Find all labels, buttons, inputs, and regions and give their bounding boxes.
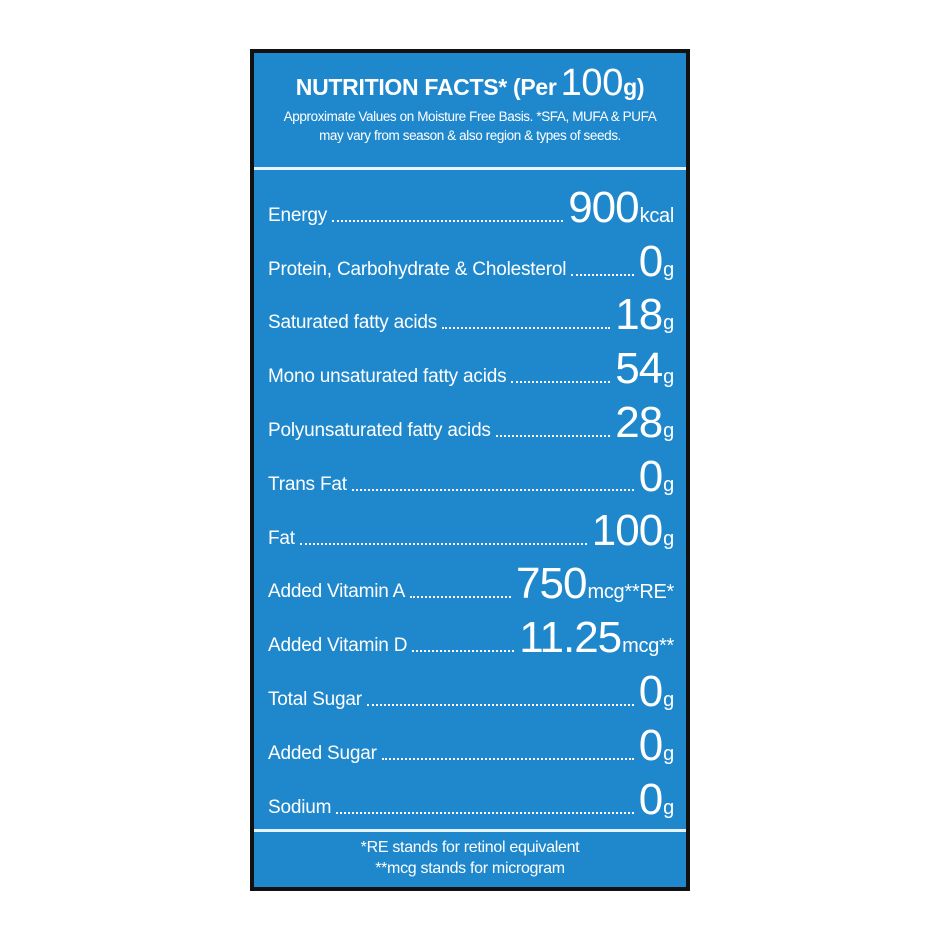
- nutrient-label: Added Vitamin A: [268, 581, 406, 603]
- value-number: 0: [638, 774, 664, 824]
- dot-leader: [412, 650, 515, 653]
- dot-leader: [442, 327, 611, 330]
- header-note: Approximate Values on Moisture Free Basi…: [283, 109, 657, 143]
- nutrient-label: Saturated fatty acids: [268, 312, 438, 334]
- value-number: 0: [638, 236, 664, 286]
- nutrient-label: Polyunsaturated fatty acids: [268, 419, 491, 441]
- dot-leader: [410, 596, 512, 599]
- nutrient-row: Added Vitamin A 750 mcg**RE*: [268, 555, 674, 609]
- nutrient-row: Polyunsaturated fatty acids 28 g: [268, 393, 674, 447]
- value-unit: g: [663, 419, 674, 442]
- nutrient-row: Mono unsaturated fatty acids 54 g: [268, 339, 674, 393]
- value-unit: g: [663, 473, 674, 496]
- value-unit: g: [663, 742, 674, 765]
- nutrient-value: 54 g: [615, 345, 674, 393]
- label-footer: *RE stands for retinol equivalent **mcg …: [254, 832, 686, 879]
- value-number: 0: [638, 720, 664, 770]
- value-unit: g: [663, 258, 674, 281]
- dot-leader: [332, 219, 564, 222]
- value-number: 100: [591, 505, 663, 555]
- dot-leader: [366, 703, 634, 706]
- value-unit: mcg**: [622, 635, 674, 658]
- nutrient-value: 900 kcal: [568, 182, 674, 232]
- dot-leader: [381, 757, 634, 760]
- value-unit: g: [663, 527, 674, 550]
- value-number: 750: [516, 559, 587, 609]
- dot-leader: [495, 434, 611, 437]
- nutrient-row: Added Sugar 0 g: [268, 716, 674, 770]
- nutrition-facts-label: NUTRITION FACTS* (Per 100g) Approximate V…: [250, 49, 690, 891]
- value-unit: kcal: [639, 204, 674, 227]
- value-number: 54: [615, 344, 663, 394]
- nutrient-row: Trans Fat 0 g: [268, 447, 674, 501]
- nutrient-label: Protein, Carbohydrate & Cholesterol: [268, 258, 567, 280]
- nutrient-value: 18 g: [615, 291, 674, 339]
- dot-leader: [571, 273, 634, 276]
- nutrient-label: Energy: [268, 204, 328, 226]
- value-number: 900: [568, 182, 639, 232]
- title-unit: g): [623, 74, 645, 100]
- value-unit: g: [663, 796, 674, 819]
- footnote-mcg: **mcg stands for microgram: [375, 860, 565, 877]
- value-number: 0: [638, 451, 664, 501]
- nutrient-value: 750 mcg**RE*: [516, 560, 674, 608]
- nutrient-row: Fat 100 g: [268, 501, 674, 555]
- value-unit: g: [663, 688, 674, 711]
- label-title: NUTRITION FACTS* (Per 100g): [254, 53, 686, 107]
- nutrient-rows: Energy 900 kcal Protein, Carbohydrate & Cho…: [254, 170, 686, 832]
- nutrient-label: Added Vitamin D: [268, 635, 408, 657]
- value-number: 28: [615, 397, 663, 447]
- nutrient-label: Trans Fat: [268, 473, 347, 495]
- value-unit: mcg**RE*: [587, 581, 674, 604]
- footnote-re: *RE stands for retinol equivalent: [360, 839, 580, 856]
- value-unit: g: [663, 312, 674, 335]
- dot-leader: [299, 542, 587, 545]
- dot-leader: [351, 488, 634, 491]
- nutrient-value: 100 g: [591, 505, 674, 555]
- nutrient-value: 28 g: [615, 397, 674, 447]
- nutrient-value: 11.25 mcg**: [519, 614, 674, 662]
- nutrient-row: Saturated fatty acids 18 g: [268, 286, 674, 340]
- label-header: NUTRITION FACTS* (Per 100g) Approximate V…: [254, 53, 686, 170]
- nutrient-label: Total Sugar: [268, 688, 362, 710]
- nutrient-row: Energy 900 kcal: [268, 178, 674, 232]
- nutrient-label: Mono unsaturated fatty acids: [268, 366, 507, 388]
- nutrient-row: Total Sugar 0 g: [268, 662, 674, 716]
- nutrient-row: Protein, Carbohydrate & Cholesterol 0 g: [268, 232, 674, 286]
- value-number: 11.25: [519, 613, 622, 663]
- value-number: 0: [638, 666, 664, 716]
- value-number: 18: [615, 290, 663, 340]
- value-unit: g: [663, 366, 674, 389]
- dot-leader: [511, 381, 611, 384]
- title-text: NUTRITION FACTS* (Per: [295, 74, 557, 100]
- title-amount: 100: [560, 62, 624, 104]
- nutrient-label: Fat: [268, 527, 295, 549]
- nutrient-row: Added Vitamin D 11.25 mcg**: [268, 608, 674, 662]
- nutrient-label: Added Sugar: [268, 742, 377, 764]
- nutrient-row: Sodium 0 g: [268, 770, 674, 824]
- dot-leader: [336, 811, 634, 814]
- nutrient-label: Sodium: [268, 796, 332, 818]
